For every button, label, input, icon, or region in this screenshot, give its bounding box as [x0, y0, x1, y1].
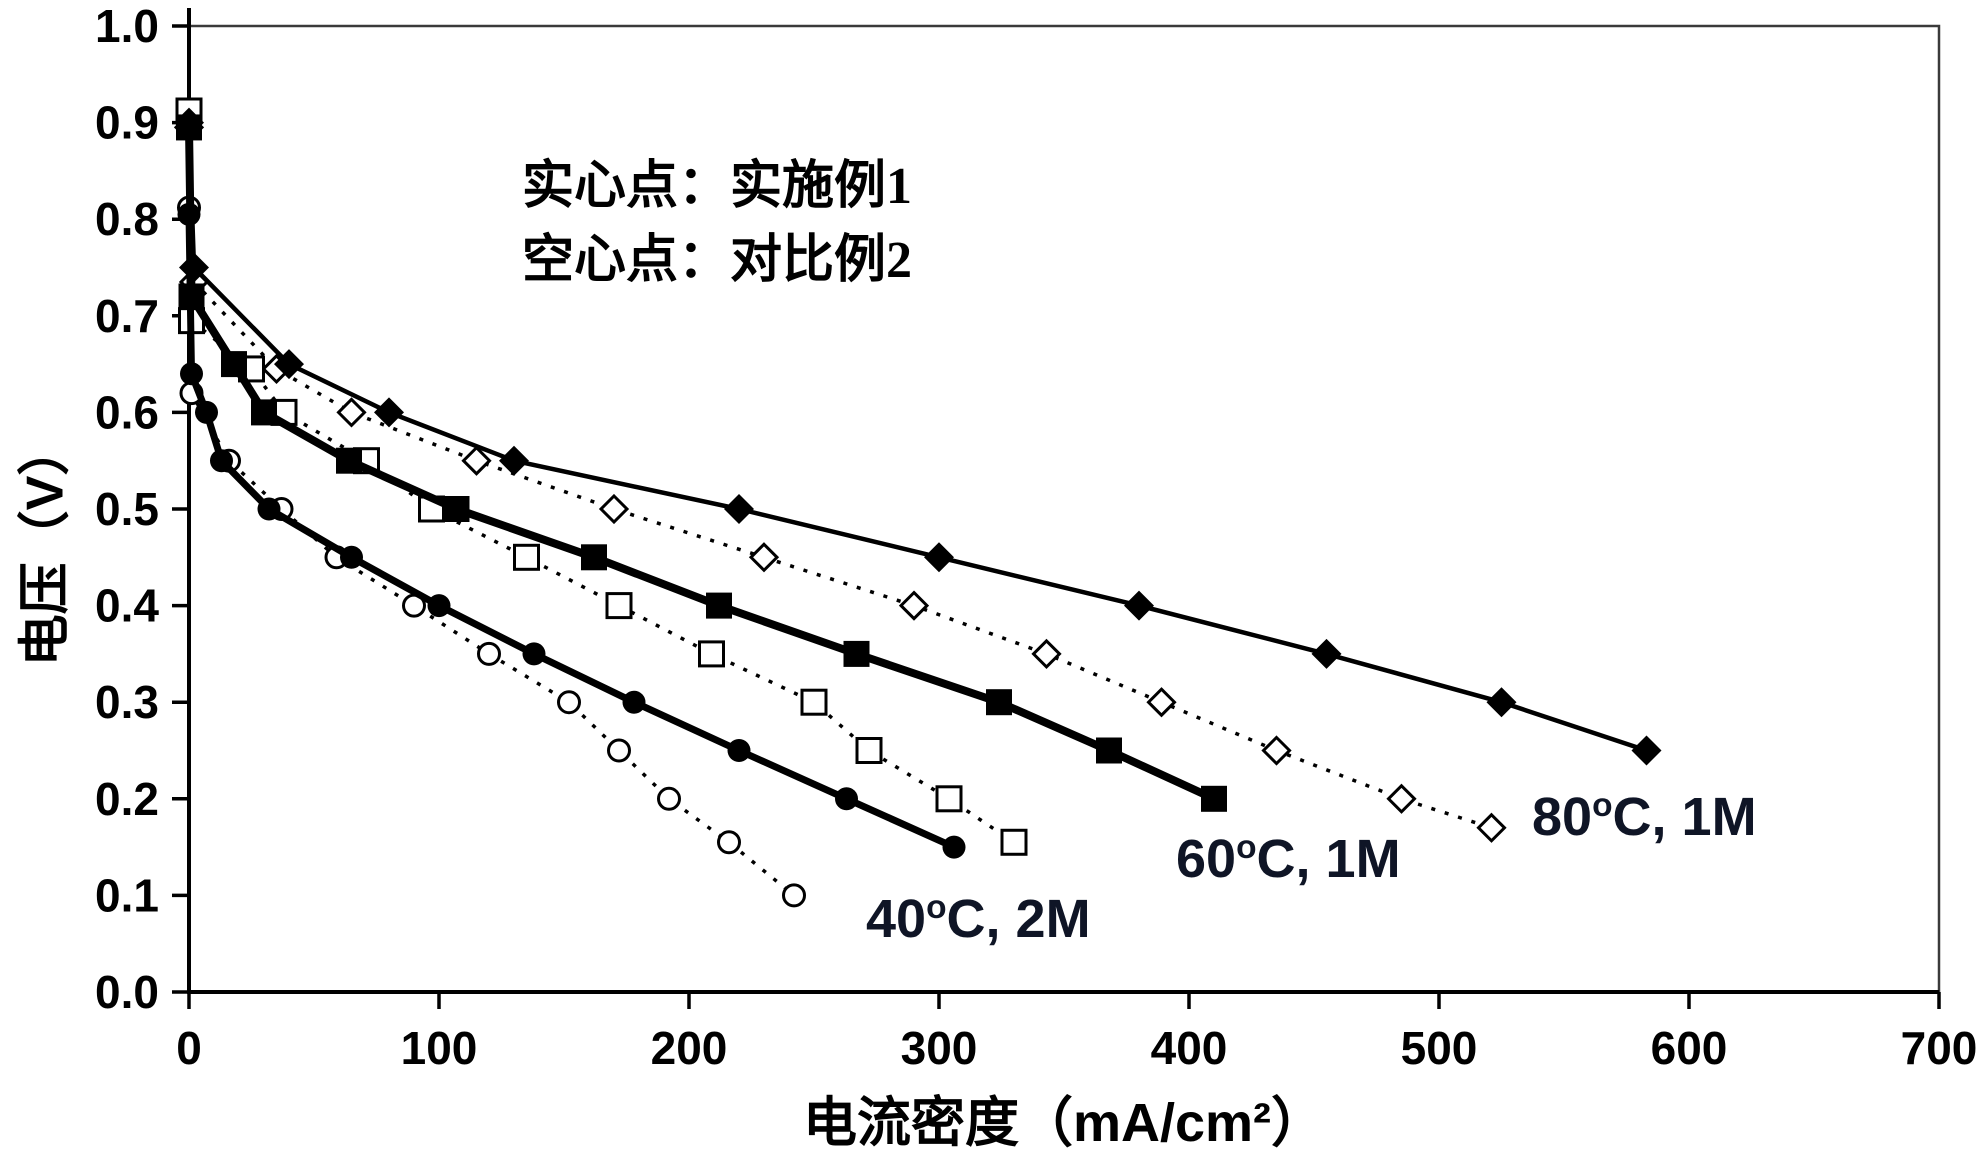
hollow-square-marker: [800, 688, 828, 716]
y-axis-title: 电压（V）: [16, 423, 75, 667]
hollow-diamond-marker: [336, 397, 367, 428]
legend: 实心点：实施例1 空心点：对比例2: [522, 150, 912, 298]
degree-superscript: o: [926, 889, 947, 926]
hollow-circle-marker: [477, 641, 501, 666]
hollow-circle-marker: [607, 738, 631, 763]
solid-circle-marker: [622, 690, 646, 714]
hollow-diamond-marker: [461, 445, 492, 476]
legend-line-solid: 实心点：实施例1: [522, 158, 913, 215]
solid-square-marker: [1201, 785, 1227, 812]
curve-label-60c-1m: 60oC, 1M: [1176, 829, 1401, 889]
solid-diamond-marker: [274, 349, 304, 380]
degree-superscript: o: [1236, 829, 1257, 866]
hollow-square-marker: [855, 737, 883, 764]
x-tick-label: 100: [401, 1022, 478, 1074]
hollow-diamond-marker: [898, 590, 930, 621]
solid-square-marker: [251, 399, 277, 426]
solid-diamond-marker: [924, 542, 954, 573]
solid-square-marker: [843, 640, 870, 667]
x-tick-label: 600: [1651, 1022, 1728, 1074]
y-tick-label: 0.1: [95, 869, 159, 921]
x-tick-label: 400: [1151, 1022, 1228, 1074]
curve-label-40c-2m: 40oC, 2M: [866, 889, 1091, 949]
solid-circle-marker: [195, 400, 218, 424]
hollow-diamond-marker: [748, 542, 780, 573]
solid-circle-marker: [835, 787, 858, 811]
solid-diamond-marker: [1486, 687, 1517, 718]
hollow-square-marker: [605, 592, 633, 620]
solid-circle-marker: [210, 449, 233, 473]
hollow-circle-marker: [557, 690, 581, 715]
y-tick-label: 0.2: [95, 773, 159, 825]
hollow-diamond-marker: [598, 493, 630, 525]
curve-label-80c-1m: 80oC, 1M: [1532, 787, 1757, 847]
solid-square-marker: [443, 496, 470, 522]
solid-square-marker: [986, 689, 1012, 716]
x-axis-title: 电流密度（mA/cm²）: [802, 1093, 1326, 1153]
solid-diamond-marker: [1124, 590, 1154, 621]
solid-diamond-marker: [724, 494, 754, 524]
series-5: [177, 202, 966, 859]
solid-circle-marker: [180, 362, 203, 386]
series-line: [185, 214, 956, 851]
solid-circle-marker: [522, 642, 546, 666]
series-line: [186, 122, 1648, 753]
x-tick-label: 500: [1401, 1022, 1478, 1074]
solid-square-marker: [581, 544, 607, 571]
x-tick-label: 700: [1901, 1022, 1978, 1074]
x-tick-label: 300: [901, 1022, 978, 1074]
hollow-diamond-marker: [1386, 783, 1417, 814]
series-line: [187, 207, 796, 897]
x-axis-ticks: 0 100 200 300 400 500 600 700: [176, 992, 1977, 1074]
solid-square-marker: [706, 592, 732, 619]
y-tick-label: 1.0: [95, 0, 159, 52]
y-tick-label: 0.9: [95, 97, 159, 149]
solid-diamond-marker: [1311, 638, 1342, 669]
hollow-square-marker: [698, 640, 725, 668]
x-tick-label: 0: [176, 1022, 202, 1074]
solid-square-marker: [336, 447, 362, 474]
x-tick-label: 200: [651, 1022, 728, 1074]
solid-circle-marker: [257, 497, 281, 521]
hollow-diamond-marker: [1146, 687, 1177, 718]
y-tick-label: 0.4: [95, 580, 159, 632]
solid-circle-marker: [177, 202, 201, 226]
hollow-circle-marker: [657, 786, 681, 811]
solid-square-marker: [1096, 737, 1122, 764]
solid-circle-marker: [427, 594, 451, 618]
series-3: [174, 107, 1662, 766]
legend-line-hollow: 空心点：对比例2: [522, 232, 913, 289]
hollow-square-marker: [513, 543, 540, 571]
hollow-diamond-marker: [1031, 638, 1062, 670]
y-tick-label: 0.6: [95, 386, 159, 438]
degree-superscript: o: [1592, 787, 1613, 824]
hollow-square-marker: [935, 785, 963, 813]
solid-circle-marker: [942, 835, 966, 859]
solid-square-marker: [176, 114, 202, 141]
y-tick-label: 0.5: [95, 483, 159, 535]
hollow-circle-marker: [717, 830, 741, 855]
solid-circle-marker: [727, 739, 751, 762]
hollow-diamond-marker: [1476, 812, 1507, 843]
y-axis-ticks: 0.0 0.1 0.2 0.3 0.4 0.5 0.6 0.7 0.8 0.9 1.0: [95, 0, 189, 1018]
y-tick-label: 0.3: [95, 676, 159, 728]
solid-diamond-marker: [374, 397, 404, 428]
hollow-diamond-marker: [1261, 735, 1292, 766]
y-tick-label: 0.0: [95, 966, 159, 1018]
y-tick-label: 0.7: [95, 290, 159, 342]
solid-diamond-marker: [1631, 735, 1662, 766]
solid-square-marker: [221, 351, 247, 378]
hollow-square-marker: [1000, 828, 1028, 856]
hollow-circle-marker: [782, 883, 806, 908]
solid-circle-marker: [340, 545, 363, 569]
series-2: [177, 195, 806, 908]
solid-diamond-marker: [499, 445, 529, 476]
y-tick-label: 0.8: [95, 193, 159, 245]
